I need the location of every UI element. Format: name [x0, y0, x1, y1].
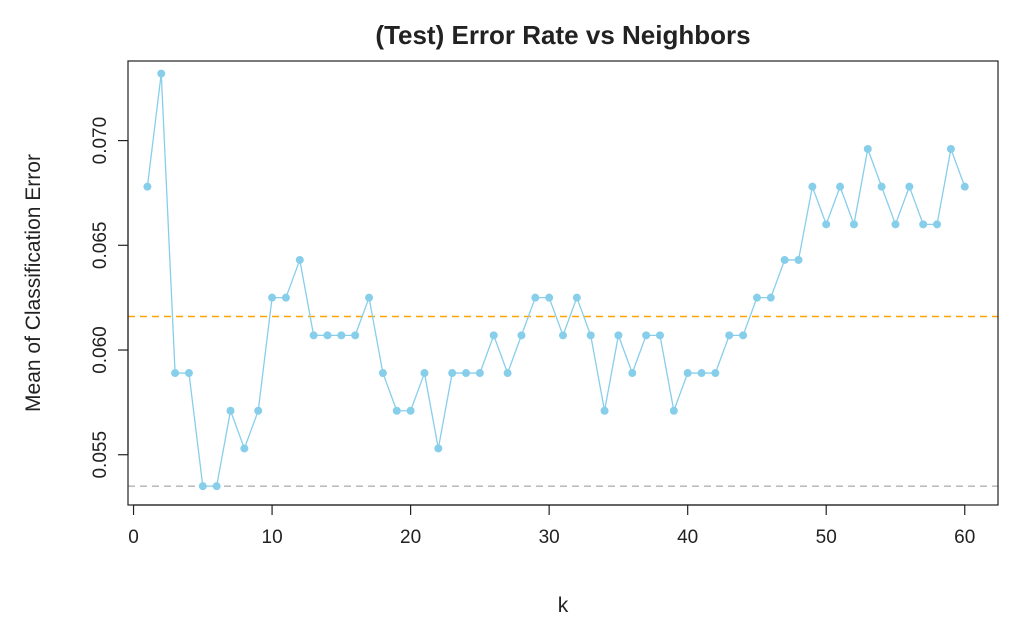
- y-axis: 0.055 0.060 0.065 0.070: [90, 117, 129, 479]
- data-point: [295, 255, 304, 264]
- data-point: [240, 444, 249, 453]
- chart-title: (Test) Error Rate vs Neighbors: [375, 20, 750, 50]
- data-point: [642, 331, 651, 340]
- data-point: [406, 406, 415, 415]
- data-point: [198, 482, 207, 491]
- data-point: [392, 406, 401, 415]
- data-point: [905, 182, 914, 191]
- data-point: [697, 369, 706, 378]
- data-point: [434, 444, 443, 453]
- data-point: [351, 331, 360, 340]
- data-point: [309, 331, 318, 340]
- data-point: [849, 220, 858, 229]
- x-tick-label: 0: [128, 527, 139, 548]
- data-point: [517, 331, 526, 340]
- data-point: [323, 331, 332, 340]
- data-point: [281, 293, 290, 302]
- x-tick-label: 20: [400, 527, 421, 548]
- x-tick-label: 50: [816, 527, 837, 548]
- data-point: [337, 331, 346, 340]
- x-tick-label: 40: [677, 527, 698, 548]
- data-point: [503, 369, 512, 378]
- data-point: [448, 369, 457, 378]
- data-point: [739, 331, 748, 340]
- x-tick-label: 30: [539, 527, 560, 548]
- data-point: [545, 293, 554, 302]
- y-tick-label: 0.055: [90, 431, 111, 479]
- data-point: [475, 369, 484, 378]
- data-point: [531, 293, 540, 302]
- data-point: [268, 293, 277, 302]
- x-axis: 0 10 20 30 40 50 60: [128, 504, 975, 548]
- x-axis-label: k: [558, 594, 569, 617]
- data-point: [462, 369, 471, 378]
- data-point: [157, 69, 166, 78]
- data-point: [725, 331, 734, 340]
- series-layer: [143, 69, 969, 491]
- data-point: [822, 220, 831, 229]
- data-point: [212, 482, 221, 491]
- data-point: [226, 406, 235, 415]
- data-point: [614, 331, 623, 340]
- y-axis-label: Mean of Classification Error: [22, 154, 45, 412]
- data-point: [960, 182, 969, 191]
- data-point: [863, 144, 872, 153]
- data-point: [489, 331, 498, 340]
- data-point: [572, 293, 581, 302]
- data-point: [752, 293, 761, 302]
- data-point: [891, 220, 900, 229]
- data-point: [946, 144, 955, 153]
- data-point: [836, 182, 845, 191]
- data-point: [683, 369, 692, 378]
- data-point: [877, 182, 886, 191]
- data-point: [669, 406, 678, 415]
- data-point: [711, 369, 720, 378]
- x-tick-label: 10: [262, 527, 283, 548]
- data-point: [655, 331, 664, 340]
- data-point: [143, 182, 152, 191]
- x-tick-label: 60: [954, 527, 975, 548]
- data-point: [780, 255, 789, 264]
- reference-lines: [128, 315, 998, 487]
- y-tick-label: 0.070: [90, 117, 111, 165]
- data-point: [378, 369, 387, 378]
- data-point: [794, 255, 803, 264]
- y-tick-label: 0.065: [90, 222, 111, 270]
- data-point: [184, 369, 193, 378]
- data-point: [254, 406, 263, 415]
- y-tick-label: 0.060: [90, 326, 111, 374]
- data-point: [171, 369, 180, 378]
- data-point: [420, 369, 429, 378]
- data-point: [628, 369, 637, 378]
- data-point: [919, 220, 928, 229]
- data-point: [586, 331, 595, 340]
- data-point: [808, 182, 817, 191]
- data-point: [766, 293, 775, 302]
- data-point: [600, 406, 609, 415]
- data-point: [365, 293, 374, 302]
- data-point: [559, 331, 567, 340]
- data-point: [933, 220, 942, 229]
